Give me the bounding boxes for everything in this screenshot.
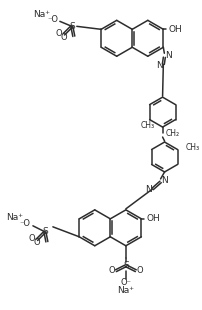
Text: Na⁺: Na⁺ (33, 10, 50, 19)
Text: N: N (160, 176, 167, 185)
Text: ⁻O: ⁻O (47, 15, 58, 24)
Text: ⁻O: ⁻O (19, 219, 30, 228)
Text: O: O (136, 266, 142, 275)
Text: N: N (164, 51, 171, 60)
Text: Na⁺: Na⁺ (6, 213, 23, 222)
Text: CH₃: CH₃ (185, 143, 199, 152)
Text: S: S (122, 261, 128, 270)
Text: O: O (33, 238, 40, 247)
Text: O: O (108, 266, 115, 275)
Text: OH: OH (168, 25, 181, 34)
Text: Na⁺: Na⁺ (117, 286, 134, 295)
Text: N: N (144, 185, 151, 194)
Text: O: O (55, 29, 62, 38)
Text: CH₃: CH₃ (140, 121, 154, 130)
Text: O: O (28, 234, 35, 243)
Text: N: N (155, 61, 162, 70)
Text: CH₂: CH₂ (165, 129, 179, 138)
Text: S: S (42, 227, 47, 236)
Text: OH: OH (146, 214, 159, 223)
Text: O: O (60, 33, 67, 42)
Text: S: S (69, 22, 74, 31)
Text: O⁻: O⁻ (120, 278, 131, 287)
